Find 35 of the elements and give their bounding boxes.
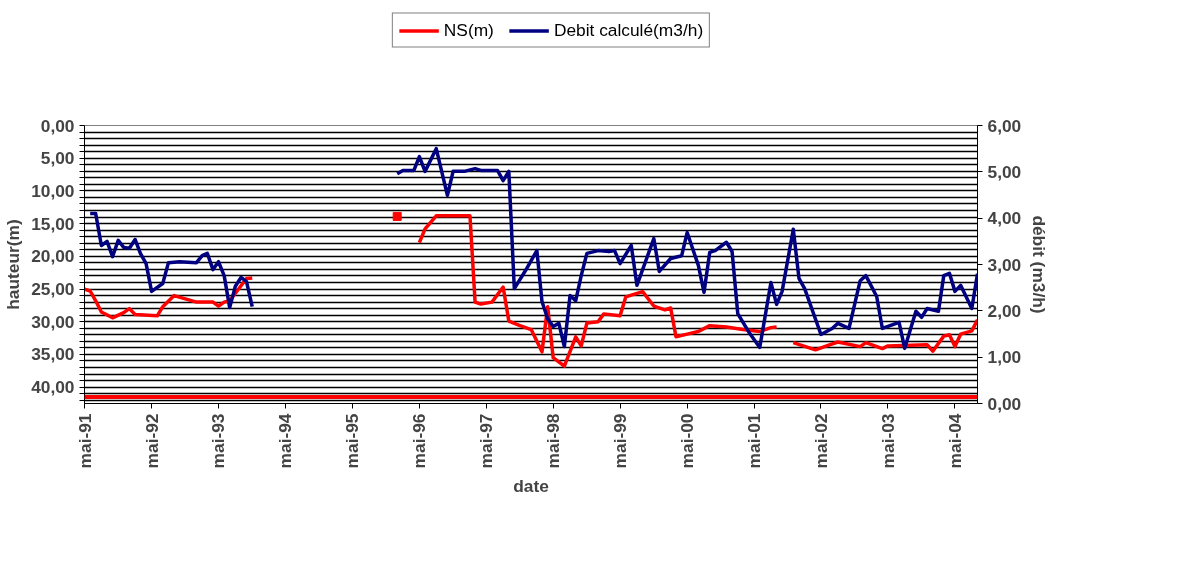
x-tick-label: mai-92 (141, 413, 162, 469)
y-tick-label: 30,00 (31, 311, 75, 332)
y-tick-label: 40,00 (31, 377, 75, 398)
x-tick-label: mai-97 (476, 413, 497, 469)
x-tick-label: mai-95 (342, 413, 363, 469)
y2-tick-label: 5,00 (987, 161, 1022, 182)
x-tick-label: mai-96 (409, 413, 430, 469)
y2-tick-label: 0,00 (987, 393, 1022, 414)
x-tick-label: mai-00 (677, 413, 698, 469)
legend-label: Debit calculé(m3/h) (553, 19, 704, 41)
y-tick-label: 25,00 (31, 279, 75, 300)
y-tick-label: 5,00 (40, 148, 75, 169)
y-tick-label: 20,00 (31, 246, 75, 267)
y-tick-label: 35,00 (31, 344, 75, 365)
x-tick-label: mai-01 (744, 413, 765, 469)
x-axis-title: date (513, 476, 550, 497)
y-tick-label: 15,00 (31, 213, 75, 234)
y-tick-label: 10,00 (31, 180, 75, 201)
legend-label: NS(m) (443, 19, 494, 41)
y2-axis-title: débit (m3/h) (1029, 215, 1050, 314)
y2-tick-label: 4,00 (987, 208, 1022, 229)
x-tick-label: mai-98 (543, 413, 564, 469)
x-tick-label: mai-02 (810, 413, 831, 469)
x-tick-label: mai-99 (610, 413, 631, 469)
y-axis-title: hauteur(m) (3, 219, 24, 310)
y2-tick-label: 1,00 (987, 347, 1022, 368)
y-tick-label: 0,00 (40, 115, 75, 136)
x-tick-label: mai-03 (877, 413, 898, 469)
y2-tick-label: 2,00 (987, 300, 1022, 321)
x-tick-label: mai-91 (74, 413, 95, 469)
x-tick-label: mai-04 (944, 413, 965, 469)
y2-tick-label: 6,00 (987, 115, 1022, 136)
x-tick-label: mai-93 (208, 413, 229, 469)
y2-tick-label: 3,00 (987, 254, 1022, 275)
x-tick-label: mai-94 (275, 413, 296, 469)
